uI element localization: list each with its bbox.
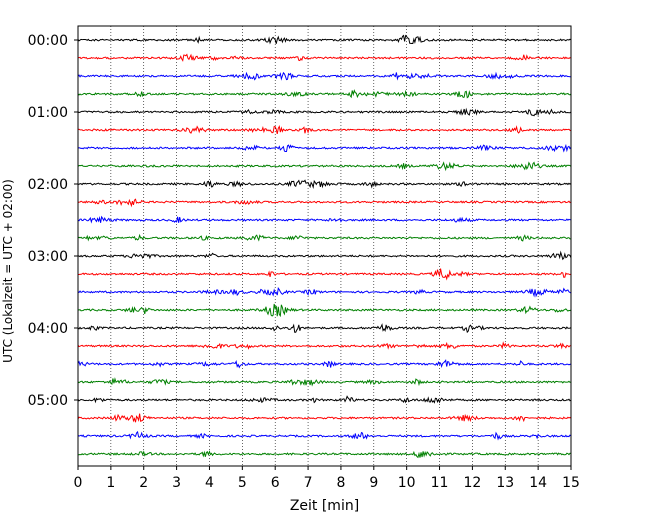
y-axis-ticks: 00:00 01:00 02:00 03:00 04:00 05:00 bbox=[28, 33, 78, 409]
y-tick-label-2: 02:00 bbox=[28, 177, 68, 193]
x-tick-label-15: 15 bbox=[562, 475, 580, 491]
trace-row-9 bbox=[77, 198, 572, 208]
trace-layer bbox=[77, 34, 572, 459]
trace-row-13 bbox=[78, 268, 572, 281]
trace-row-20 bbox=[77, 395, 572, 404]
trace-row-17 bbox=[77, 341, 572, 350]
x-tick-label-0: 0 bbox=[74, 475, 83, 491]
trace-row-12 bbox=[77, 250, 572, 261]
x-tick-label-3: 3 bbox=[172, 475, 181, 491]
trace-row-18 bbox=[77, 359, 572, 369]
trace-row-3 bbox=[77, 89, 572, 99]
trace-row-16 bbox=[77, 323, 572, 334]
trace-row-8 bbox=[77, 179, 572, 190]
y-tick-label-4: 04:00 bbox=[28, 321, 68, 337]
x-tick-label-12: 12 bbox=[463, 475, 481, 491]
y-tick-label-5: 05:00 bbox=[28, 393, 68, 409]
x-tick-label-7: 7 bbox=[304, 475, 313, 491]
trace-row-19 bbox=[77, 377, 572, 387]
x-tick-label-4: 4 bbox=[205, 475, 214, 491]
trace-row-14 bbox=[77, 287, 572, 298]
y-tick-label-1: 01:00 bbox=[28, 105, 68, 121]
grid-layer bbox=[110, 26, 539, 466]
x-tick-label-2: 2 bbox=[139, 475, 148, 491]
x-tick-label-13: 13 bbox=[496, 475, 514, 491]
trace-row-7 bbox=[77, 161, 572, 172]
x-tick-label-9: 9 bbox=[369, 475, 378, 491]
trace-row-21 bbox=[77, 413, 572, 423]
x-tick-label-11: 11 bbox=[431, 475, 449, 491]
y-tick-label-3: 03:00 bbox=[28, 249, 68, 265]
x-tick-label-8: 8 bbox=[336, 475, 345, 491]
plot-frame bbox=[77, 25, 572, 467]
trace-row-5 bbox=[77, 125, 572, 135]
trace-row-1 bbox=[77, 53, 572, 62]
x-tick-label-1: 1 bbox=[106, 475, 115, 491]
x-axis-label: Zeit [min] bbox=[290, 498, 359, 514]
x-tick-label-14: 14 bbox=[529, 475, 547, 491]
trace-row-2 bbox=[77, 71, 572, 81]
trace-row-10 bbox=[77, 215, 572, 224]
x-tick-label-10: 10 bbox=[398, 475, 416, 491]
x-tick-label-5: 5 bbox=[238, 475, 247, 491]
y-axis-label: UTC (Lokalzeit = UTC + 02:00) bbox=[1, 179, 15, 363]
trace-row-0 bbox=[77, 34, 572, 45]
y-tick-label-0: 00:00 bbox=[28, 33, 68, 49]
trace-row-22 bbox=[77, 430, 572, 441]
trace-row-11 bbox=[77, 233, 571, 242]
trace-row-4 bbox=[77, 107, 572, 117]
x-axis-ticks: 0 1 2 3 4 5 6 7 8 9 10 11 12 13 14 15 bbox=[74, 466, 580, 491]
trace-row-6 bbox=[77, 143, 572, 153]
trace-row-23 bbox=[77, 450, 572, 459]
x-tick-label-6: 6 bbox=[271, 475, 280, 491]
trace-row-15 bbox=[77, 303, 572, 318]
